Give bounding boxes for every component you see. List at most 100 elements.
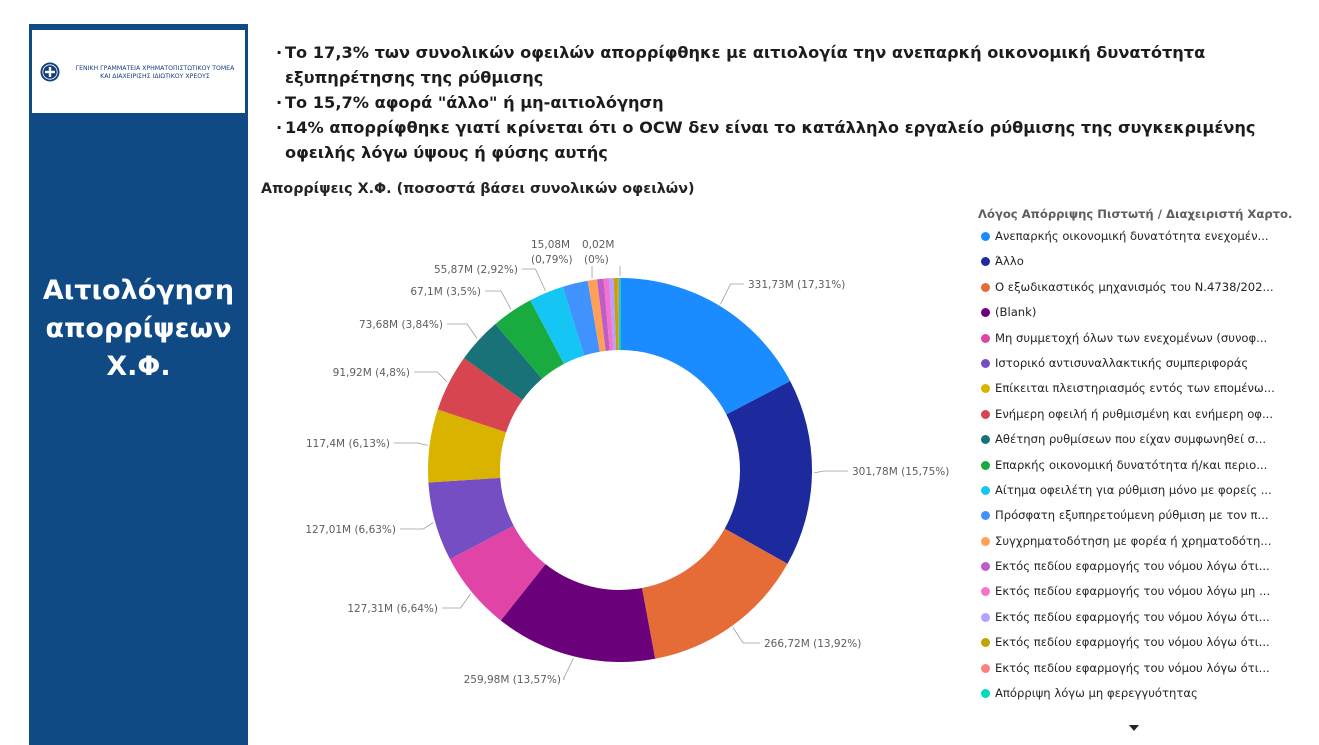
donut-slice-8[interactable]: [437, 358, 523, 433]
donut-slice-2[interactable]: [724, 381, 812, 564]
leader-line-8: [414, 371, 448, 383]
section-title-line-3: Χ.Φ.: [106, 351, 171, 382]
donut-slice-1[interactable]: [620, 278, 791, 415]
donut-slice-6[interactable]: [428, 477, 514, 560]
finding-bullet-2: Το 15,7% αφορά "άλλο" ή μη-αιτιολόγηση: [276, 90, 1296, 115]
donut-slice-3[interactable]: [641, 528, 788, 659]
legend-swatch-icon: [981, 587, 990, 597]
legend-item[interactable]: Εκτός πεδίου εφαρμογής του νόμου λόγω ότ…: [978, 554, 1313, 579]
legend-item[interactable]: Εκτός πεδίου εφαρμογής του νόμου λόγω μη…: [978, 579, 1313, 604]
legend-item-label: Πρόσφατη εξυπηρετούμενη ρύθμιση με τον π…: [995, 508, 1269, 523]
leader-line-5: [442, 593, 471, 609]
logo-line-1: ΓΕΝΙΚΗ ΓΡΑΜΜΑΤΕΙΑ ΧΡΗΜΑΤΟΠΙΣΤΩΤΙΚΟΥ ΤΟΜΕ…: [75, 65, 235, 72]
legend-item[interactable]: Πρόσφατη εξυπηρετούμενη ρύθμιση με τον π…: [978, 503, 1313, 528]
leader-line-7: [394, 442, 428, 446]
legend-item-label: Εκτός πεδίου εφαρμογής του νόμου λόγω ότ…: [995, 609, 1270, 624]
legend-item[interactable]: Άλλο: [978, 249, 1313, 274]
legend-item-label: (Blank): [995, 305, 1037, 320]
donut-slice-10[interactable]: [495, 300, 564, 379]
legend-scroll-down-icon[interactable]: [1129, 725, 1139, 731]
legend-item-label: Ανεπαρκής οικονομική δυνατότητα ενεχομέν…: [995, 229, 1269, 243]
legend-item-label: Εκτός πεδίου εφαρμογής του νόμου λόγω ότ…: [995, 660, 1270, 675]
legend-swatch-icon: [981, 689, 990, 699]
sidebar: ΓΕΝΙΚΗ ΓΡΑΜΜΑΤΕΙΑ ΧΡΗΜΑΤΟΠΙΣΤΩΤΙΚΟΥ ΤΟΜΕ…: [29, 24, 248, 745]
legend-swatch-icon: [981, 511, 990, 521]
donut-chart: 331,73M (17,31%) 301,78M (15,75%) 266,72M …: [305, 239, 949, 686]
legend-item[interactable]: Συγχρηματοδότηση με φορέα ή χρηματοδότη.…: [978, 529, 1313, 554]
legend-swatch-icon: [981, 358, 990, 368]
legend-item-label: Απόρριψη λόγω μη φερεγγυότητας: [995, 686, 1198, 701]
legend-item[interactable]: Ο εξωδικαστικός μηχανισμός του Ν.4738/20…: [978, 275, 1313, 300]
data-label-7: 117,4M (6,13%): [306, 438, 390, 450]
legend-item-label: Ενήμερη οφειλή ή ρυθμισμένη και ενήμερη …: [995, 406, 1274, 421]
legend-item[interactable]: Ενήμερη οφειλή ή ρυθμισμένη και ενήμερη …: [978, 402, 1313, 427]
logo-line-2: ΚΑΙ ΔΙΑΧΕΙΡΙΣΗΣ ΙΔΙΩΤΙΚΟΥ ΧΡΕΟΥΣ: [100, 73, 210, 80]
legend-item-label: Συγχρηματοδότηση με φορέα ή χρηματοδότη.…: [995, 533, 1272, 548]
legend-swatch-icon: [981, 536, 990, 546]
leader-line-4: [562, 658, 574, 680]
legend-item-label: Αθέτηση ρυθμίσεων που είχαν συμφωνηθεί σ…: [995, 432, 1267, 447]
donut-slice-5[interactable]: [449, 525, 546, 621]
legend-item[interactable]: Μη συμμετοχή όλων των ενεχομένων (συνοφ.…: [978, 326, 1313, 351]
section-title-line-2: απορρίψεων: [45, 313, 232, 344]
legend-item-label: Επίκειται πλειστηριασμός εντός των επομέ…: [995, 381, 1275, 396]
logo: ΓΕΝΙΚΗ ΓΡΑΜΜΑΤΕΙΑ ΧΡΗΜΑΤΟΠΙΣΤΩΤΙΚΟΥ ΤΟΜΕ…: [32, 30, 245, 113]
chart-title: Απορρίψεις Χ.Φ. (ποσοστά βάσει συνολικών…: [261, 181, 695, 197]
legend-item[interactable]: Εκτός πεδίου εφαρμογής του νόμου λόγω ότ…: [978, 656, 1313, 681]
donut-slice-14[interactable]: [597, 278, 610, 351]
legend-swatch-icon: [981, 232, 990, 241]
legend-item-label: Αίτημα οφειλέτη για ρύθμιση μόνο με φορε…: [995, 482, 1272, 497]
legend-item[interactable]: Εκτός πεδίου εφαρμογής του νόμου λόγω ότ…: [978, 605, 1313, 630]
legend-item[interactable]: (Blank): [978, 300, 1313, 325]
legend-swatch-icon: [981, 435, 990, 445]
legend-item[interactable]: Ιστορικό αντισυναλλακτικής συμπεριφοράς: [978, 351, 1313, 376]
section-title: Αιτιολόγηση απορρίψεων Χ.Φ.: [29, 272, 248, 386]
donut-slice-7[interactable]: [428, 409, 507, 483]
legend-item[interactable]: Αίτημα οφειλέτη για ρύθμιση μόνο με φορε…: [978, 478, 1313, 503]
legend-swatch-icon: [981, 308, 990, 318]
legend-item[interactable]: Επαρκής οικονομική δυνατότητα ή/και περι…: [978, 453, 1313, 478]
data-label-1: 331,73M (17,31%): [748, 279, 845, 291]
donut-slice-15[interactable]: [603, 278, 614, 351]
leader-line-2: [813, 470, 848, 474]
data-label-8: 91,92M (4,8%): [333, 367, 410, 379]
legend-item-label: Άλλο: [995, 254, 1024, 269]
donut-slice-13[interactable]: [587, 279, 606, 352]
legend-item-label: Εκτός πεδίου εφαρμογής του νόμου λόγω ότ…: [995, 635, 1270, 650]
legend[interactable]: Λόγος Απόρριψης Πιστωτή / Διαχειριστή Χα…: [978, 207, 1313, 706]
data-label-3: 266,72M (13,92%): [764, 638, 861, 650]
legend-swatch-icon: [981, 663, 990, 673]
key-findings-list: Το 17,3% των συνολικών οφειλών απορρίφθη…: [276, 40, 1296, 165]
leader-line-1: [720, 283, 744, 305]
legend-item[interactable]: Αθέτηση ρυθμίσεων που είχαν συμφωνηθεί σ…: [978, 427, 1313, 452]
data-label-19: 0,02M (0%): [582, 239, 614, 266]
leader-line-3: [732, 627, 760, 644]
legend-item[interactable]: Εκτός πεδίου εφαρμογής του νόμου λόγω ότ…: [978, 630, 1313, 655]
leader-line-6: [400, 522, 434, 530]
donut-slice-4[interactable]: [500, 564, 656, 663]
data-label-5: 127,31M (6,64%): [347, 603, 438, 615]
legend-swatch-icon: [981, 612, 990, 622]
legend-item-label: Εκτός πεδίου εφαρμογής του νόμου λόγω ότ…: [995, 559, 1270, 574]
legend-item[interactable]: Απόρριψη λόγω μη φερεγγυότητας: [978, 681, 1313, 706]
donut-slice-12[interactable]: [562, 280, 600, 356]
legend-swatch-icon: [981, 638, 990, 648]
donut-slice-11[interactable]: [530, 286, 585, 364]
donut-slice-16[interactable]: [609, 278, 617, 351]
data-label-11: 55,87M (2,92%): [434, 264, 518, 276]
legend-swatch-icon: [981, 562, 990, 572]
data-label-6: 127,01M (6,63%): [305, 524, 396, 536]
donut-slice-9[interactable]: [463, 323, 543, 401]
legend-item[interactable]: Επίκειται πλειστηριασμός εντός των επομέ…: [978, 376, 1313, 401]
legend-item-label: Επαρκής οικονομική δυνατότητα ή/και περι…: [995, 457, 1268, 472]
leader-line-11: [522, 268, 546, 292]
data-label-2: 301,78M (15,75%): [852, 466, 949, 478]
leader-line-10: [485, 290, 512, 310]
donut-slice-17[interactable]: [613, 278, 619, 351]
leader-line-9: [447, 323, 478, 339]
legend-item-label: Ιστορικό αντισυναλλακτικής συμπεριφοράς: [995, 355, 1249, 370]
legend-swatch-icon: [981, 485, 990, 495]
legend-item-label: Μη συμμετοχή όλων των ενεχομένων (συνοφ.…: [995, 330, 1268, 345]
data-label-9: 73,68M (3,84%): [359, 319, 443, 331]
legend-item[interactable]: Ανεπαρκής οικονομική δυνατότητα ενεχομέν…: [978, 224, 1313, 249]
